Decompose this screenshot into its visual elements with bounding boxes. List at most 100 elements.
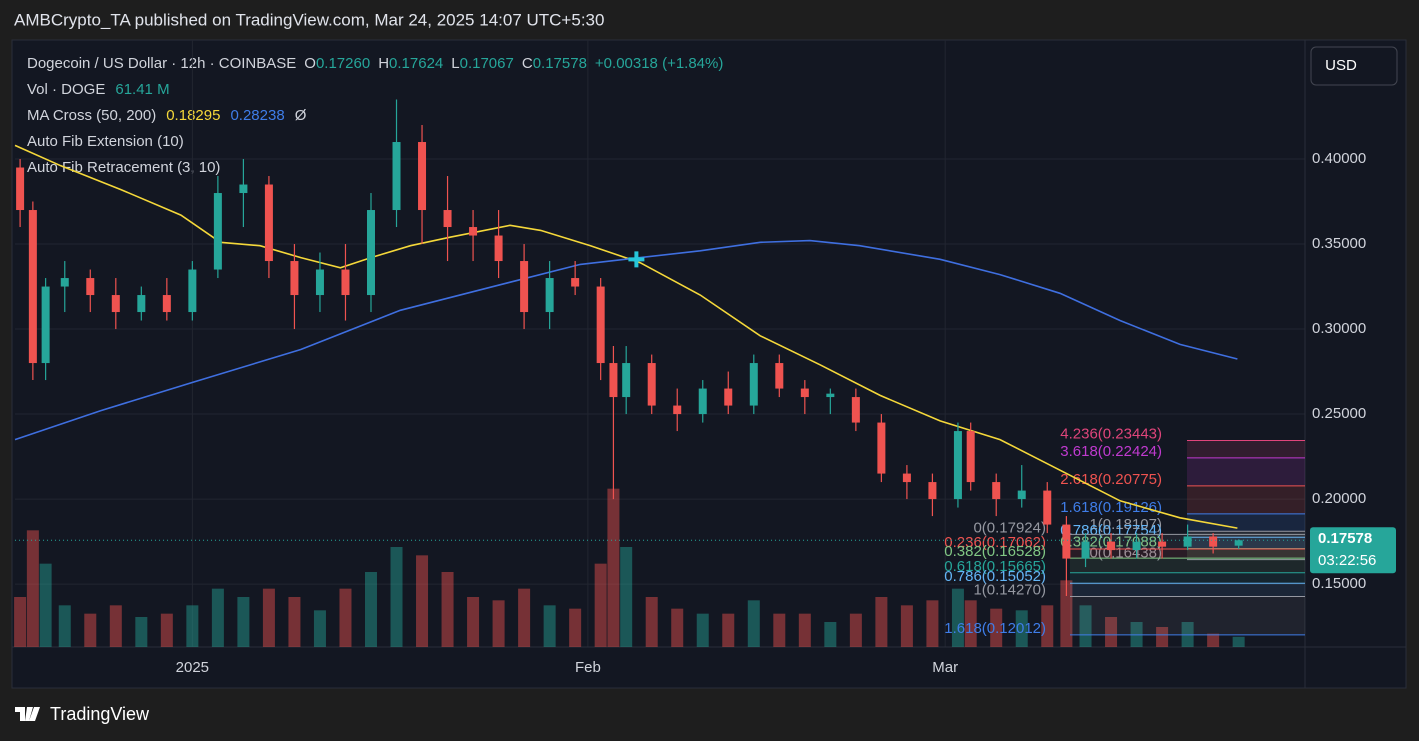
price-tag-value: 0.17578 [1318, 530, 1372, 547]
y-tick-label: 0.25000 [1312, 405, 1366, 422]
volume-bar [339, 588, 352, 647]
ma-value: 0.28238 [230, 107, 284, 124]
fib-label: 2.618(0.20775) [1060, 471, 1162, 488]
ohlc-label: O [304, 55, 316, 72]
fib-label: 0(0.17924) [973, 519, 1046, 536]
fib-zone [1070, 583, 1305, 597]
fib-zone [1070, 558, 1305, 573]
volume-bar [135, 617, 148, 647]
change: +0.00318 (+1.84%) [595, 55, 723, 72]
brand: TradingView [15, 704, 150, 724]
volume-bar [849, 613, 862, 647]
candle-body [851, 397, 860, 423]
candle-body [1158, 541, 1167, 547]
volume-bar [696, 613, 709, 647]
ohlc-value: 0.17624 [389, 55, 443, 72]
currency-button[interactable] [1310, 46, 1398, 86]
y-tick-label: 0.20000 [1312, 490, 1366, 507]
volume-bar [773, 613, 786, 647]
candle-body [41, 286, 50, 364]
volume-bar [569, 608, 582, 647]
ma-line [14, 239, 1238, 441]
volume-bar [594, 563, 607, 647]
logo [15, 707, 40, 721]
volume-bar [990, 608, 1003, 647]
candle-body [1132, 541, 1141, 551]
fib-label: 0.382(0.16528) [944, 543, 1046, 560]
volume-bar [467, 597, 480, 647]
y-tick-label: 0.30000 [1312, 320, 1366, 337]
candle-body [647, 363, 656, 406]
candle-body [1107, 541, 1116, 551]
candle-body [698, 388, 707, 415]
symbol: Dogecoin / US Dollar · 12h · COINBASE [27, 55, 296, 72]
candle-body [800, 388, 809, 398]
y-tick-label: 0.35000 [1312, 235, 1366, 252]
legend-line: Dogecoin / US Dollar · 12h · COINBASE O 0.… [27, 55, 723, 72]
volume-bar [58, 605, 71, 647]
candle-body [1209, 536, 1218, 547]
volume-legend: Vol · DOGE 61.41 M [27, 81, 170, 98]
volume-bar [1207, 633, 1220, 647]
ohlc-label: H [378, 55, 389, 72]
candle-body [775, 363, 784, 389]
volume-bar [492, 600, 505, 647]
indicator: Auto Fib Retracement (3, 10) [27, 159, 220, 176]
publisher: AMBCrypto_TA published on TradingView.co… [14, 10, 604, 29]
candle-body [60, 278, 69, 287]
candle-body [992, 482, 1001, 500]
volume-bar [1156, 627, 1169, 647]
currency[interactable]: USD [1325, 57, 1357, 74]
countdown: 03:22:56 [1318, 552, 1376, 569]
volume-bar [798, 613, 811, 647]
volume-bar [186, 605, 199, 647]
ma-legend: MA Cross (50, 200) 0.18295 0.28238 Ø [27, 107, 307, 124]
volume-bar [620, 547, 633, 647]
volume-bar [722, 613, 735, 647]
volume-bar [900, 605, 913, 647]
candle-body [571, 278, 580, 287]
volume-bar [211, 588, 224, 647]
volume-bar [441, 572, 454, 647]
chart-panel [11, 39, 1407, 689]
volume-bar [416, 555, 429, 647]
candle-body [877, 422, 886, 474]
volume-bar [288, 597, 301, 647]
candle-body [418, 142, 427, 211]
volume-bar [1105, 617, 1118, 647]
candle-body [188, 269, 197, 313]
volume-bar [26, 530, 39, 647]
indicator: Auto Fib Extension (10) [27, 133, 184, 150]
volume-bar [14, 597, 27, 647]
fib-zone [1070, 572, 1305, 584]
volume-bar [1232, 636, 1245, 647]
candle-body [366, 210, 375, 296]
candle-body [1017, 490, 1026, 500]
candle-body [1234, 540, 1243, 546]
fib-zone [1187, 513, 1305, 532]
volume-bar [964, 600, 977, 647]
ma-label: MA Cross (50, 200) [27, 107, 156, 124]
x-tick-label: 2025 [176, 659, 209, 676]
volume-bar [160, 613, 173, 647]
fib-label: 0.618(0.15665) [944, 558, 1046, 575]
candle-body [264, 184, 273, 262]
x-tick-label: Mar [932, 659, 958, 676]
fib-zone [1187, 548, 1305, 560]
ma-cross-marker [628, 251, 645, 268]
fib-label: 4.236(0.23443) [1060, 426, 1162, 443]
candle-body [826, 393, 835, 398]
candle-body [137, 295, 146, 313]
x-tick-label: Feb [575, 659, 601, 676]
volume-bar [875, 597, 888, 647]
y-tick-label: 0.40000 [1312, 150, 1366, 167]
y-tick-label: 0.15000 [1312, 575, 1366, 592]
candle-body [443, 210, 452, 228]
ohlc-value: 0.17067 [460, 55, 514, 72]
fib-label: 1.618(0.12012) [944, 620, 1046, 637]
volume-label: Vol · DOGE [27, 81, 105, 98]
fib-zone [1187, 537, 1305, 549]
ma-value: 0.18295 [166, 107, 220, 124]
